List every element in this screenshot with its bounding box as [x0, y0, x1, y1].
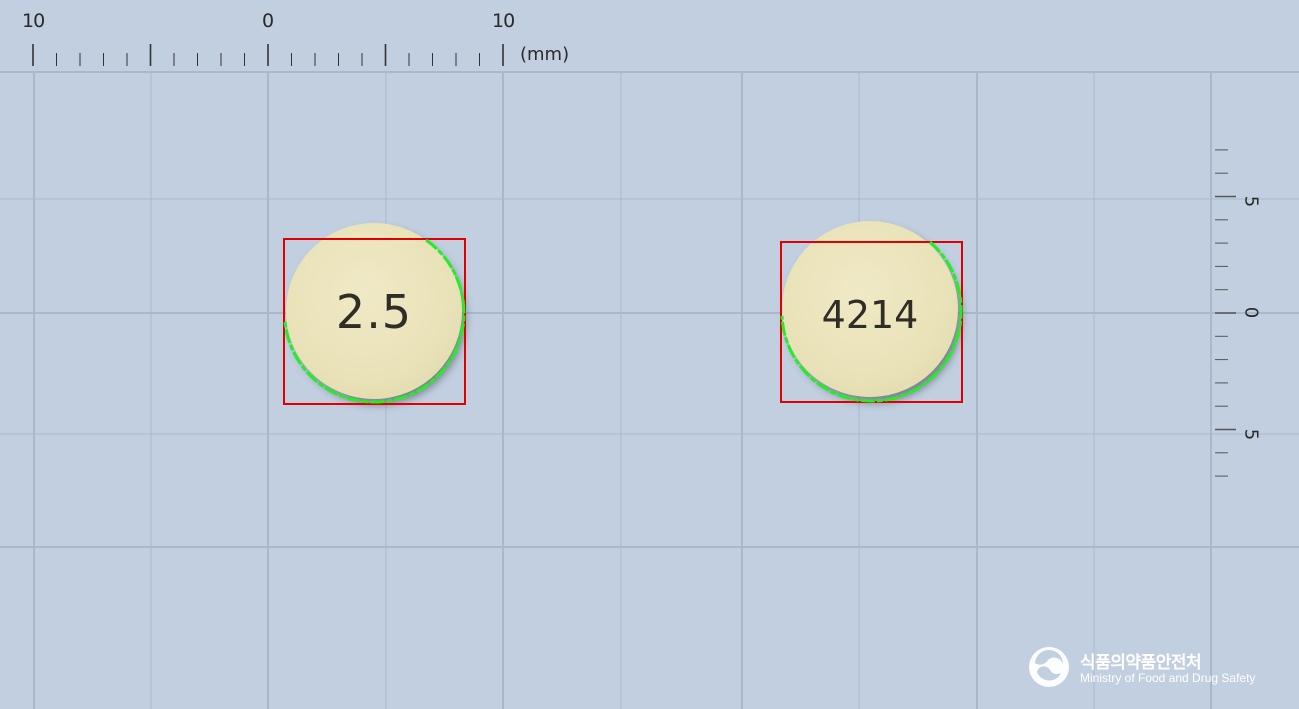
ruler-label-left-10: 10 [22, 10, 45, 32]
pill-imprint-front: 2.5 [335, 285, 413, 339]
ruler-label-zero: 0 [262, 10, 274, 32]
ruler-unit-label: (mm) [520, 44, 570, 65]
contour-front [283, 238, 466, 404]
mfds-logo-icon [1028, 646, 1070, 688]
logo-korean-name: 식품의약품안전처 [1080, 653, 1202, 673]
logo-english-name: Ministry of Food and Drug Safety [1080, 671, 1256, 685]
contour-back [780, 240, 963, 403]
pill-imprint-back: 4214 [821, 293, 919, 337]
bounding-box-back [780, 241, 963, 403]
ruler-label-right-10: 10 [492, 10, 515, 32]
pill-front: 2.5 [286, 223, 462, 399]
pill-back: 4214 [782, 221, 958, 397]
bounding-box-front [283, 238, 466, 405]
